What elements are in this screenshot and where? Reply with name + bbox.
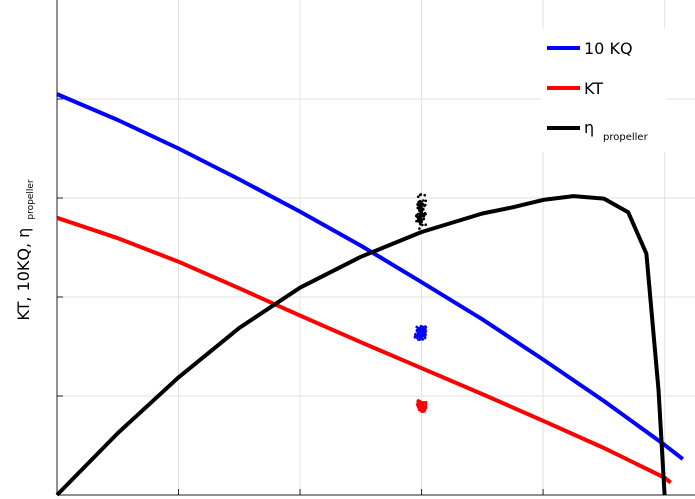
y-axis-label: KT, 10KQ, η propeller [14, 179, 36, 321]
measurement-point-0-61 [415, 219, 418, 223]
measurement-point-0-86 [422, 199, 425, 202]
measurement-point-1-38 [423, 336, 427, 340]
series-line-1 [56, 215, 672, 485]
measurement-point-0-70 [424, 223, 428, 226]
measurement-point-1-70 [417, 326, 420, 330]
axis-ticks [57, 98, 666, 495]
measurement-point-1-84 [423, 334, 427, 337]
series-lines [55, 92, 685, 497]
measurement-point-0-87 [420, 204, 423, 207]
measurement-point-2-89 [424, 406, 427, 409]
measurement-point-0-76 [417, 208, 421, 211]
measurement-point-0-85 [420, 201, 423, 205]
measurement-point-0-89 [415, 215, 419, 218]
measurement-point-1-64 [421, 325, 425, 329]
legend-label-eta: η [584, 118, 594, 137]
measurement-point-0-75 [420, 213, 424, 216]
measurement-point-0-42 [424, 203, 427, 207]
measurement-point-0-73 [417, 217, 420, 221]
measurement-point-2-76 [416, 406, 420, 409]
measurement-point-1-72 [415, 328, 419, 332]
measurement-point-0-38 [416, 203, 419, 206]
measurement-point-1-13 [418, 338, 421, 342]
measurement-points [413, 193, 428, 414]
measurement-point-0-63 [422, 208, 425, 211]
measurement-point-0-80 [422, 214, 426, 218]
svg-text:KT, 10KQ, η propeller: KT, 10KQ, η propeller [14, 179, 36, 321]
measurement-point-0-56 [419, 193, 423, 196]
measurement-point-1-78 [414, 332, 417, 336]
legend-label-kq: 10 KQ [584, 39, 633, 58]
series-line-0 [56, 92, 685, 461]
measurement-point-0-83 [420, 211, 424, 214]
measurement-point-2-83 [416, 400, 420, 404]
measurement-point-1-88 [424, 330, 428, 333]
measurement-point-0-43 [416, 195, 420, 199]
measurement-point-0-29 [424, 199, 428, 203]
legend: 10 KQ KT η propeller [541, 28, 666, 152]
measurement-point-1-86 [421, 331, 424, 335]
measurement-point-1-87 [415, 336, 419, 339]
measurement-point-2-84 [417, 408, 421, 412]
plot-frame [56, 0, 695, 496]
measurement-point-1-48 [421, 338, 425, 341]
measurement-point-0-12 [423, 193, 427, 197]
measurement-point-0-82 [422, 217, 425, 221]
legend-label-kt: KT [584, 79, 603, 98]
legend-label-eta-sub: propeller [603, 132, 649, 143]
measurement-point-1-89 [424, 325, 428, 329]
y-axis-label-main: KT, 10KQ, η [14, 228, 33, 321]
measurement-point-2-86 [421, 402, 424, 406]
series-line-2 [55, 194, 667, 497]
measurement-point-0-88 [418, 220, 422, 224]
measurement-point-0-21 [418, 227, 421, 230]
y-axis-label-sub: propeller [26, 179, 36, 220]
measurement-point-1-82 [419, 325, 423, 329]
measurement-point-2-88 [424, 401, 427, 404]
measurement-point-0-71 [424, 212, 427, 216]
measurement-point-2-87 [419, 404, 422, 408]
measurement-point-2-75 [423, 409, 427, 412]
measurement-point-1-73 [413, 336, 417, 339]
